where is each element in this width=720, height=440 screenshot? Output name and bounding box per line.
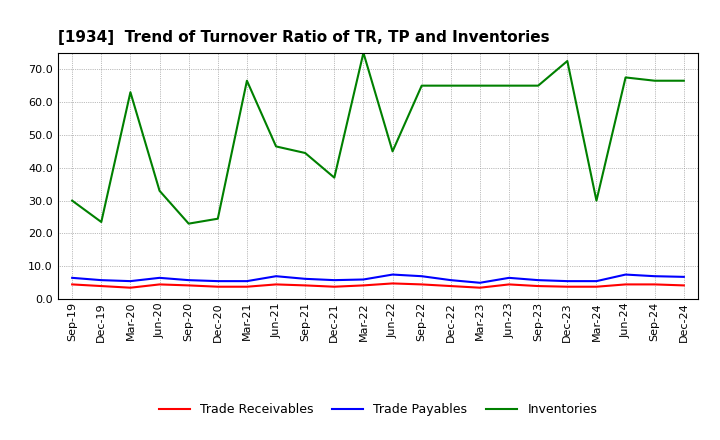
Trade Receivables [359,283,368,288]
Trade Payables [213,279,222,284]
Trade Payables [446,278,455,283]
Trade Receivables [563,284,572,290]
Trade Payables [505,275,513,280]
Trade Receivables [505,282,513,287]
Trade Receivables [213,284,222,290]
Trade Receivables [301,283,310,288]
Inventories [271,144,280,149]
Inventories [388,149,397,154]
Trade Payables [680,274,688,279]
Trade Payables [388,272,397,277]
Trade Payables [359,277,368,282]
Trade Payables [68,275,76,280]
Trade Payables [156,275,164,280]
Trade Payables [97,278,106,283]
Trade Receivables [184,283,193,288]
Inventories [446,83,455,88]
Inventories [301,150,310,156]
Inventories [243,78,251,83]
Trade Receivables [156,282,164,287]
Inventories [621,75,630,80]
Trade Receivables [680,283,688,288]
Legend: Trade Receivables, Trade Payables, Inventories: Trade Receivables, Trade Payables, Inven… [153,398,603,421]
Trade Receivables [418,282,426,287]
Trade Payables [243,279,251,284]
Trade Receivables [621,282,630,287]
Trade Receivables [243,284,251,290]
Inventories [359,50,368,55]
Text: [1934]  Trend of Turnover Ratio of TR, TP and Inventories: [1934] Trend of Turnover Ratio of TR, TP… [58,29,549,45]
Trade Receivables [446,283,455,289]
Trade Payables [621,272,630,277]
Line: Trade Receivables: Trade Receivables [72,283,684,288]
Trade Payables [301,276,310,282]
Trade Receivables [330,284,338,290]
Inventories [650,78,659,83]
Trade Payables [330,278,338,283]
Trade Receivables [126,285,135,290]
Inventories [126,90,135,95]
Trade Payables [592,279,600,284]
Inventories [184,221,193,226]
Trade Receivables [476,285,485,290]
Inventories [505,83,513,88]
Inventories [68,198,76,203]
Trade Payables [184,278,193,283]
Trade Receivables [68,282,76,287]
Line: Inventories: Inventories [72,53,684,224]
Inventories [418,83,426,88]
Trade Payables [126,279,135,284]
Trade Payables [271,274,280,279]
Trade Receivables [97,283,106,289]
Trade Receivables [534,283,543,289]
Inventories [680,78,688,83]
Trade Payables [534,278,543,283]
Trade Receivables [388,281,397,286]
Trade Receivables [592,284,600,290]
Inventories [97,220,106,225]
Inventories [156,188,164,194]
Trade Payables [650,274,659,279]
Inventories [534,83,543,88]
Trade Receivables [650,282,659,287]
Inventories [213,216,222,221]
Trade Payables [563,279,572,284]
Trade Receivables [271,282,280,287]
Line: Trade Payables: Trade Payables [72,275,684,283]
Inventories [330,175,338,180]
Inventories [476,83,485,88]
Trade Payables [476,280,485,286]
Trade Payables [418,274,426,279]
Inventories [563,59,572,64]
Inventories [592,198,600,203]
